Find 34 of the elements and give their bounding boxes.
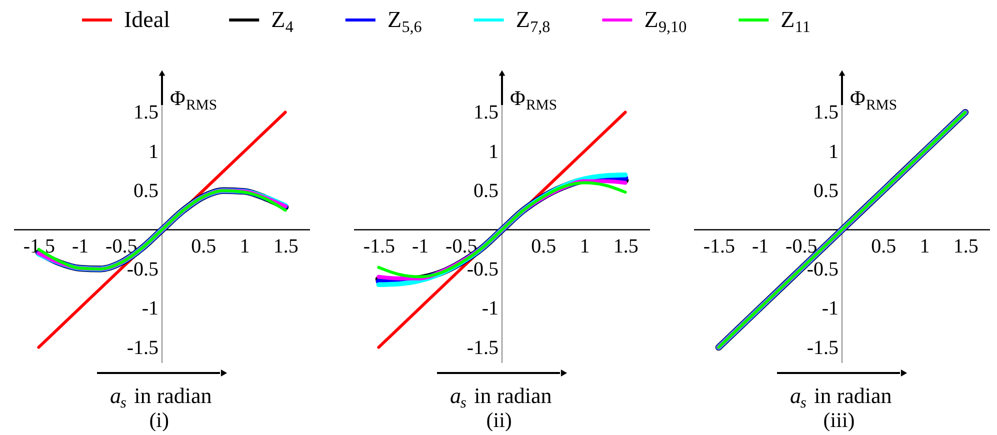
x-tick-label: -1 xyxy=(752,235,769,258)
x-tick-label: 1 xyxy=(920,235,930,258)
x-tick-label: 0.5 xyxy=(531,235,556,258)
legend-label: Ideal xyxy=(124,7,170,32)
y-tick-label: 1.5 xyxy=(814,102,838,124)
y-tick-label: 1.5 xyxy=(474,102,498,124)
x-tick-label: -1 xyxy=(72,235,89,258)
y-tick-label: 0.5 xyxy=(474,180,498,202)
x-tick-label: 1 xyxy=(580,235,590,258)
y-tick-label: 1 xyxy=(488,140,498,163)
x-tick-label: 1.5 xyxy=(953,235,978,258)
x-tick-label: 1.5 xyxy=(273,235,298,258)
x-tick-label: -1.5 xyxy=(703,235,736,258)
y-tick-label: 1 xyxy=(148,140,158,163)
y-tick-label: -1 xyxy=(142,298,158,320)
y-tick-label: 0.5 xyxy=(134,180,158,202)
y-tick-label: -0.5 xyxy=(126,258,158,280)
y-tick-label: -1.5 xyxy=(806,336,838,359)
x-tick-label: 0.5 xyxy=(871,235,896,258)
y-tick-label: -0.5 xyxy=(806,258,838,280)
x-tick-label: 1.5 xyxy=(613,235,638,258)
x-tick-label: 0.5 xyxy=(191,235,216,258)
y-tick-label: 1.5 xyxy=(134,102,158,124)
y-tick-label: -0.5 xyxy=(466,258,498,280)
y-tick-label: 0.5 xyxy=(814,180,838,202)
x-tick-label: -1.5 xyxy=(363,235,396,258)
y-tick-label: 1 xyxy=(828,140,838,163)
y-tick-label: -1 xyxy=(482,298,498,320)
x-tick-label: -0.5 xyxy=(786,235,818,258)
x-tick-label: 1 xyxy=(240,235,250,258)
y-tick-label: -1.5 xyxy=(126,336,158,359)
y-tick-label: -1 xyxy=(822,298,838,320)
x-tick-label: -1 xyxy=(412,235,429,258)
y-tick-label: -1.5 xyxy=(466,336,498,359)
